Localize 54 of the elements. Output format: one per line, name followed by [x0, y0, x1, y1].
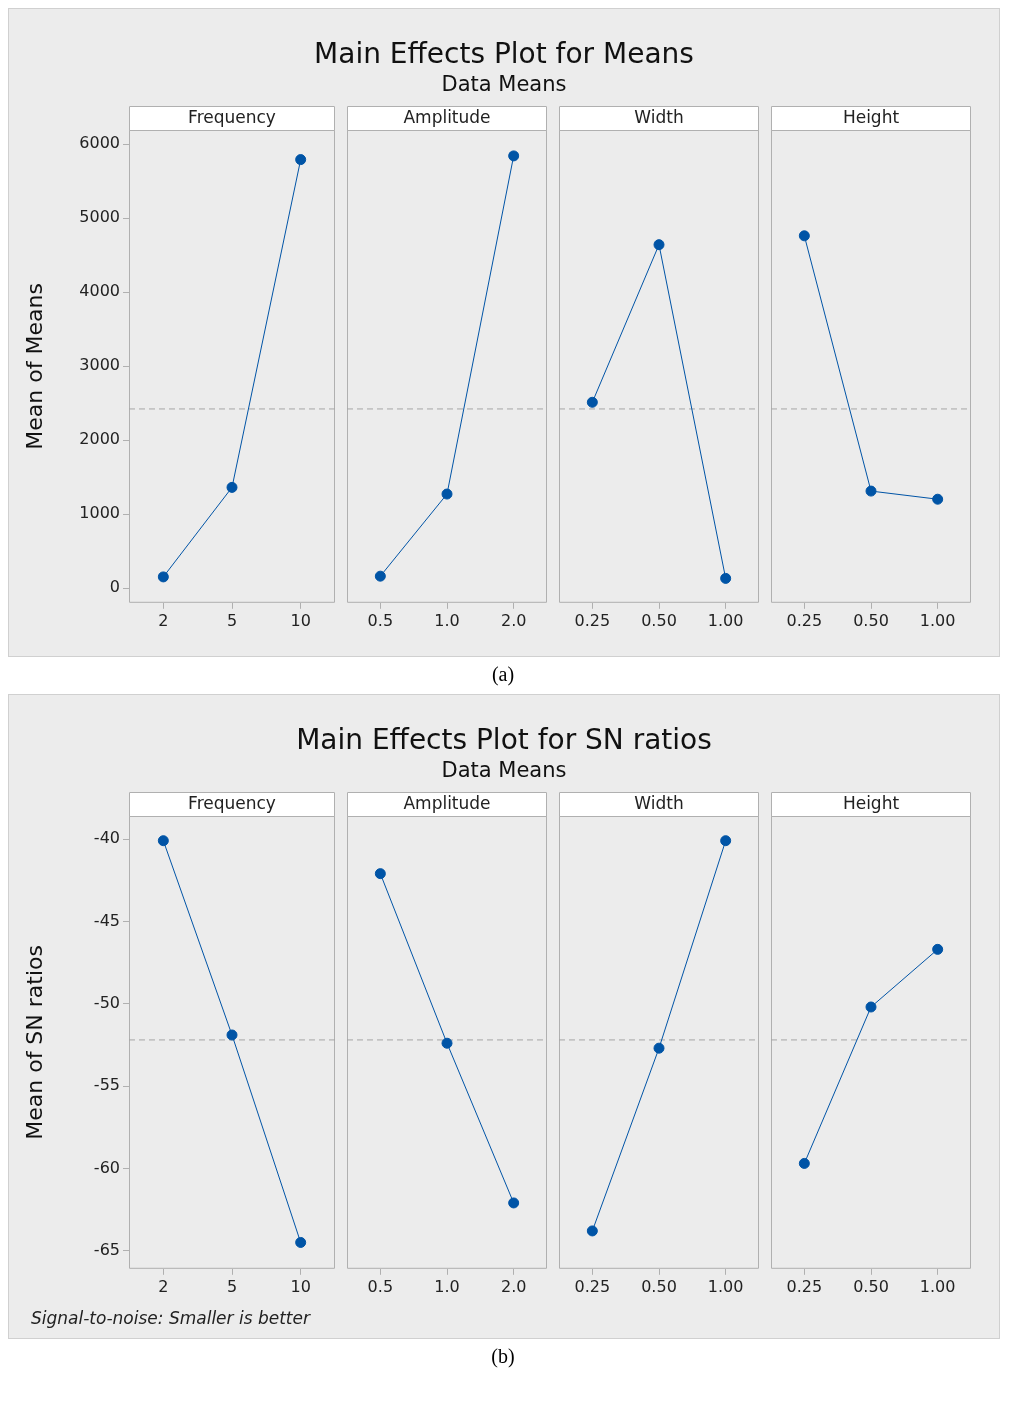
y-axis-title: Mean of Means	[21, 283, 47, 450]
x-tick-label: 2	[158, 1276, 169, 1296]
x-tick-label: 5	[226, 610, 238, 630]
chart-title: Amplitude	[403, 107, 491, 128]
y-tick-label: 0	[109, 577, 120, 597]
x-tick-label: 1.00	[919, 1276, 956, 1296]
y-tick-label: -40	[93, 828, 120, 848]
y-tick-label: 3000	[79, 355, 120, 375]
x-tick-label: 0.50	[641, 610, 677, 630]
x-tick-label: 10	[290, 1276, 311, 1296]
x-tick-label: 0.5	[367, 610, 394, 630]
x-tick-label: 0.25	[786, 1276, 823, 1296]
x-tick-label: 0.25	[574, 610, 611, 630]
y-tick-label: -65	[93, 1239, 120, 1259]
x-tick-label: 1.00	[707, 1276, 744, 1296]
y-tick-label: 1000	[79, 503, 120, 523]
y-tick-label: -55	[93, 1075, 120, 1095]
chart-title: Width	[634, 107, 684, 128]
x-tick-label: 1.00	[707, 610, 744, 630]
x-tick-label: 1.00	[919, 610, 956, 630]
chart-title: Height	[842, 107, 900, 128]
text: Main Effects Plot for Means	[313, 37, 695, 70]
x-tick-label: 10	[290, 610, 311, 630]
x-tick-label: 2.0	[500, 610, 527, 630]
x-tick-label: 0.50	[641, 1276, 677, 1296]
chart-title: Amplitude	[403, 793, 491, 814]
x-tick-label: 0.5	[367, 1276, 394, 1296]
y-tick-label: -45	[93, 910, 120, 930]
y-tick-label: -50	[93, 992, 120, 1012]
text: Data Means	[440, 72, 568, 96]
y-tick-label: 5000	[79, 207, 120, 227]
y-axis-title: Mean of SN ratios	[21, 945, 47, 1140]
y-tick-label: -60	[93, 1157, 120, 1177]
text: (a)	[490, 662, 516, 686]
y-tick-label: 4000	[79, 281, 120, 301]
chart-title: Width	[634, 793, 684, 814]
text: (b)	[490, 1344, 516, 1368]
text: Main Effects Plot for SN ratios	[295, 723, 713, 756]
x-tick-label: 5	[226, 1276, 238, 1296]
x-tick-label: 1.0	[434, 1276, 460, 1296]
text: Signal-to-noise: Smaller is better	[30, 1307, 312, 1330]
x-tick-label: 0.50	[853, 610, 889, 630]
x-tick-label: 0.25	[574, 1276, 611, 1296]
chart-title: Frequency	[188, 107, 276, 128]
y-tick-label: 6000	[79, 133, 120, 153]
chart-title: Frequency	[188, 793, 276, 814]
x-tick-label: 0.50	[853, 1276, 889, 1296]
x-tick-label: 0.25	[786, 610, 823, 630]
x-tick-label: 1.0	[434, 610, 460, 630]
chart-title: Height	[842, 793, 900, 814]
y-tick-label: 2000	[79, 429, 120, 449]
text: Data Means	[440, 758, 568, 782]
x-tick-label: 2	[158, 610, 169, 630]
x-tick-label: 2.0	[500, 1276, 527, 1296]
